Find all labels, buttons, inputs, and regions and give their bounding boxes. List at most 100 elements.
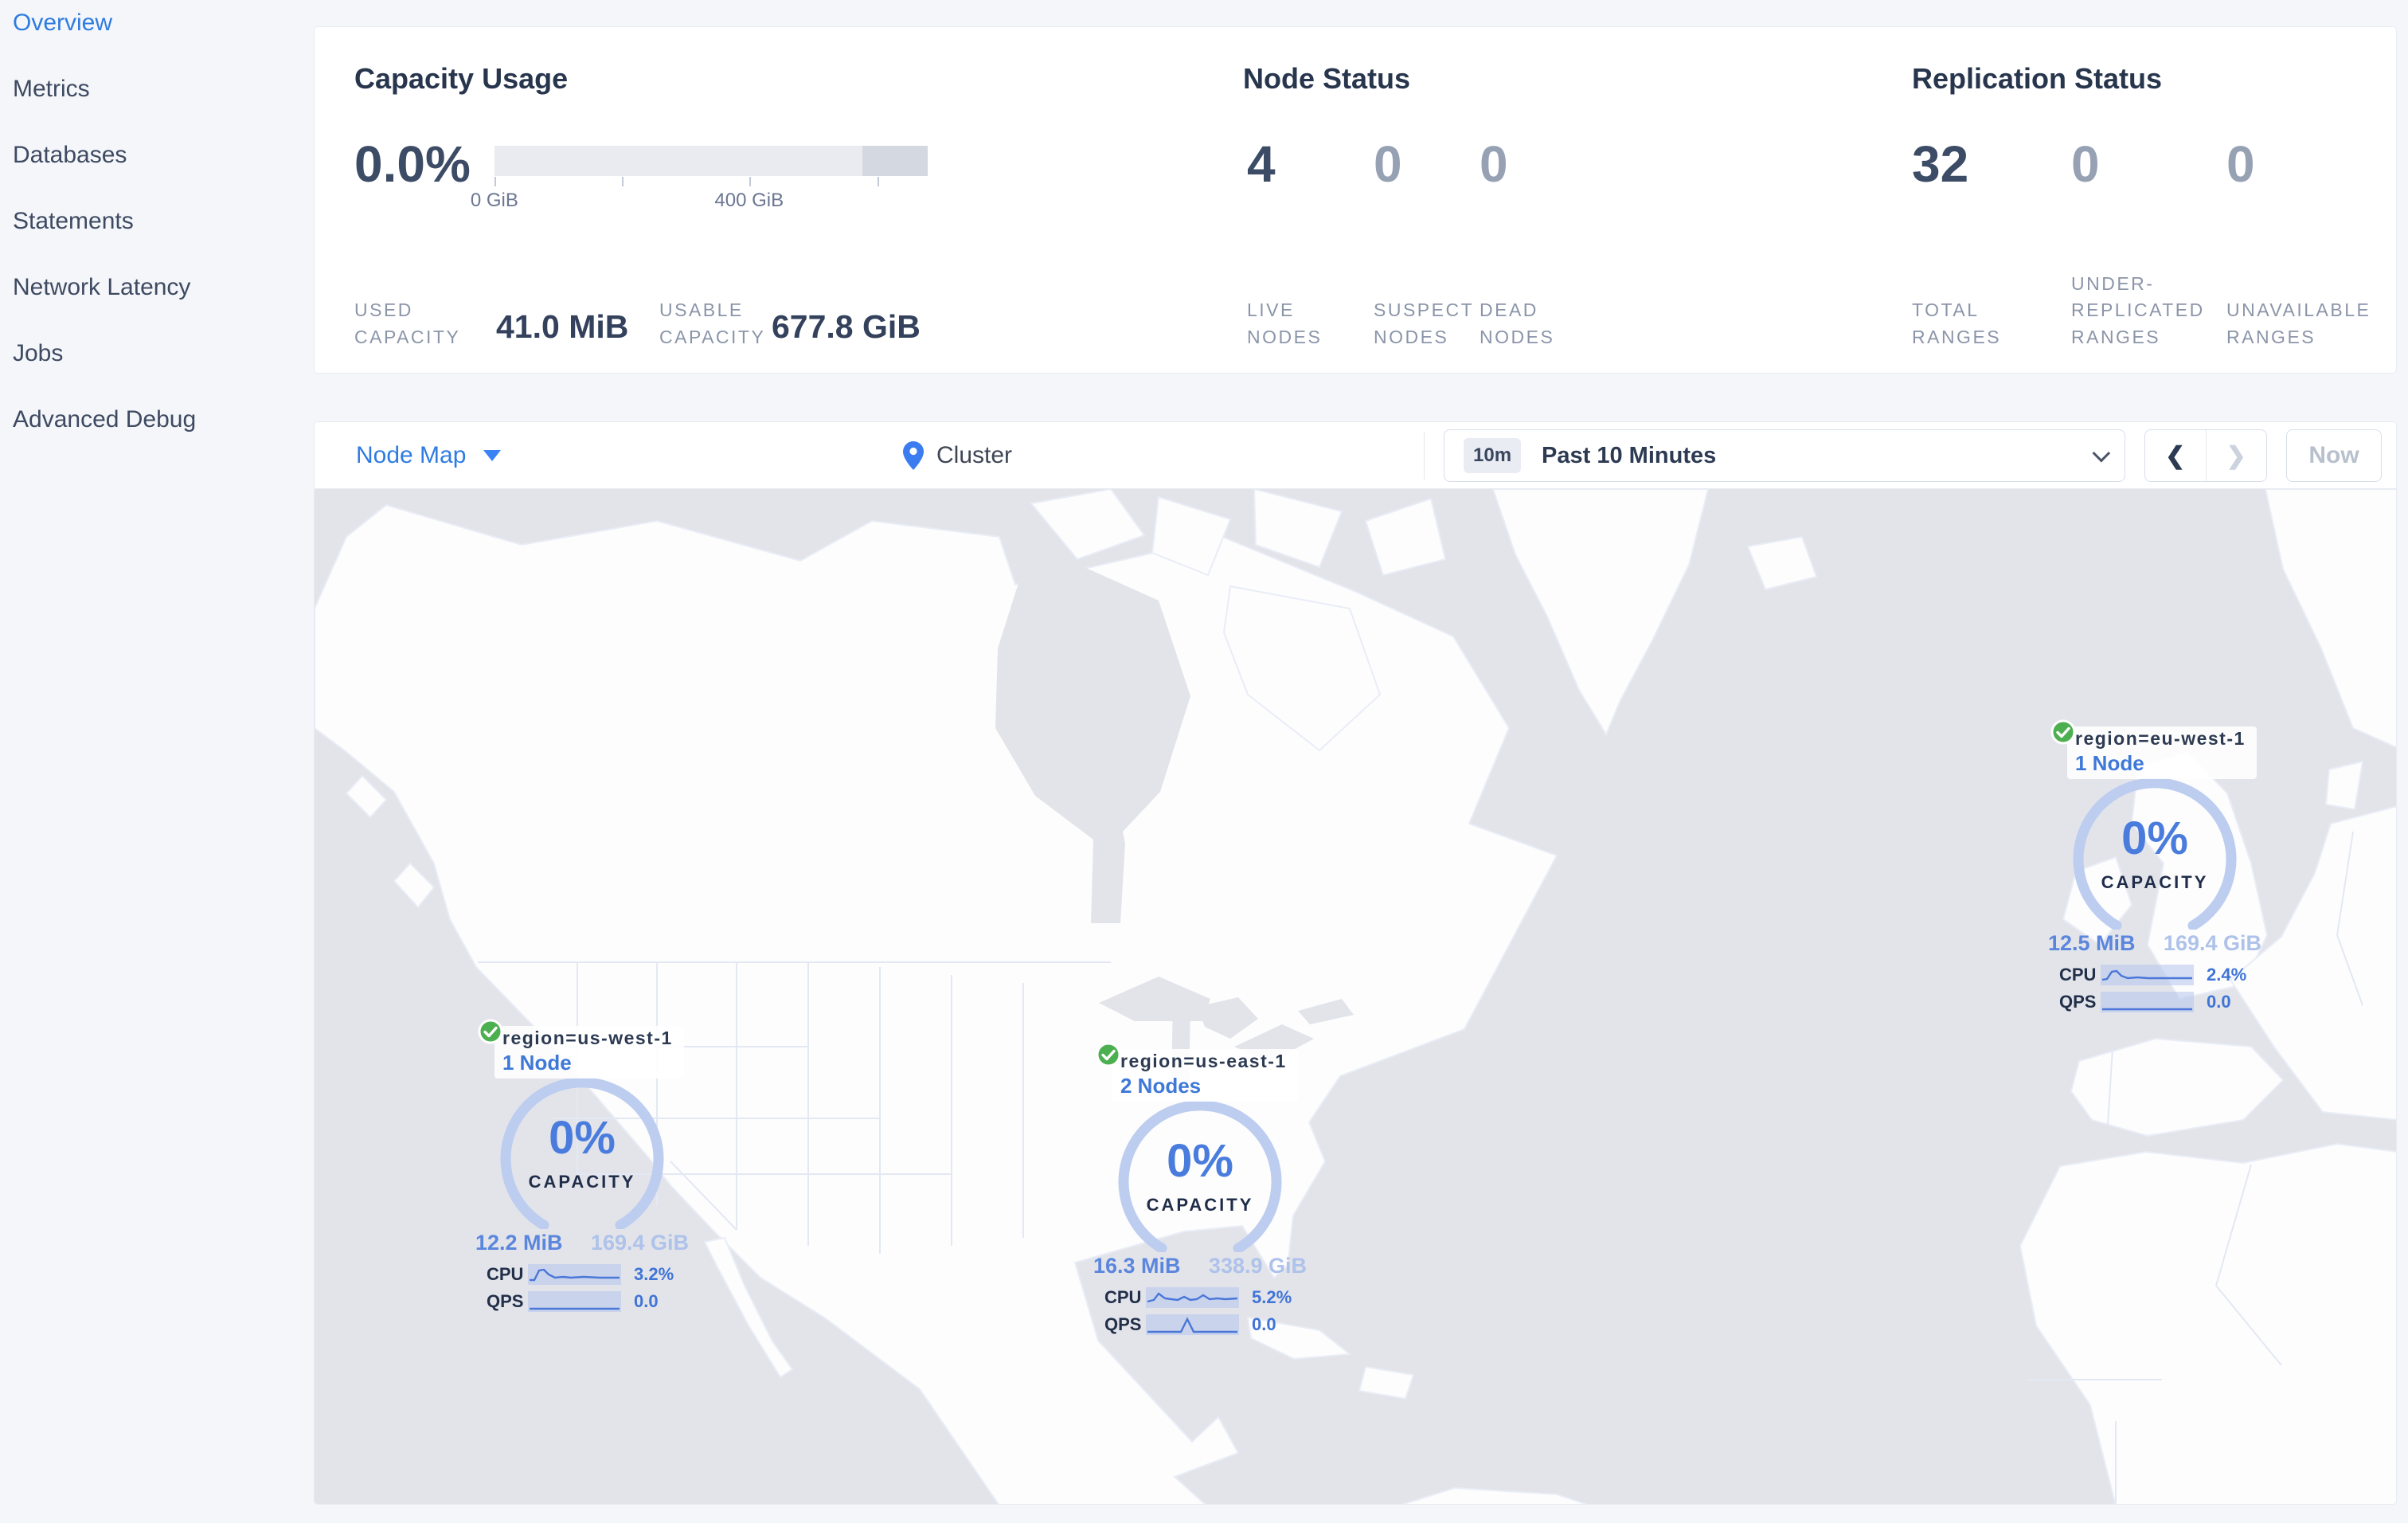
sidebar-item-metrics[interactable]: Metrics <box>13 76 90 102</box>
qps-sparkline <box>528 1291 621 1312</box>
region-used-capacity: 12.2 MiB <box>475 1231 563 1255</box>
region-name[interactable]: region=us-west-1 <box>502 1028 673 1048</box>
qps-label: QPS <box>1104 1314 1142 1334</box>
breadcrumb[interactable]: Cluster <box>903 422 1012 489</box>
time-step-buttons: ❮ ❯ <box>2144 429 2267 482</box>
time-back-button[interactable]: ❮ <box>2145 430 2207 481</box>
suspect-nodes-label: SUSPECT NODES <box>1374 300 1474 347</box>
region-name[interactable]: region=eu-west-1 <box>2075 728 2246 749</box>
healthy-check-icon <box>478 1019 503 1044</box>
sidebar-item-overview[interactable]: Overview <box>13 10 113 36</box>
cpu-label: CPU <box>2059 965 2097 985</box>
cpu-sparkline <box>2101 965 2194 985</box>
gauge-capacity-label: CAPACITY <box>528 1172 636 1192</box>
now-button[interactable]: Now <box>2286 429 2382 482</box>
dead-nodes-stat: 0 DEAD NODES <box>1480 139 1599 350</box>
region-usable-capacity: 338.9 GiB <box>1208 1254 1307 1278</box>
toolbar-divider <box>1424 432 1425 480</box>
time-forward-button[interactable]: ❯ <box>2226 442 2246 469</box>
region-node-count[interactable]: 1 Node <box>502 1051 572 1075</box>
capacity-bar-ticks <box>494 176 928 187</box>
cpu-sparkline <box>528 1264 621 1285</box>
breadcrumb-label: Cluster <box>936 442 1013 468</box>
suspect-nodes-stat: 0 SUSPECT NODES <box>1374 139 1493 350</box>
sidebar-item-network-latency[interactable]: Network Latency <box>13 274 191 300</box>
qps-value: 0.0 <box>1252 1314 1276 1334</box>
chevron-down-icon <box>483 450 502 461</box>
node-map-card: Node Map Cluster 10m Past 10 Minutes ❮ ❯… <box>314 421 2397 1505</box>
usable-capacity-value: 677.8 GiB <box>772 308 921 345</box>
qps-metric-row: QPS 0.0 <box>487 1289 678 1314</box>
qps-label: QPS <box>487 1291 524 1311</box>
used-capacity-label: USED CAPACITY <box>354 300 461 347</box>
qps-value: 0.0 <box>634 1291 659 1311</box>
capacity-gauge: 0% CAPACITY <box>487 1077 678 1231</box>
map-pin-icon <box>903 441 924 470</box>
region-marker-eu-west-1[interactable]: region=eu-west-1 1 Node 0% CAPACITY 12.5… <box>2048 719 2261 1016</box>
time-range-badge: 10m <box>1464 438 1522 473</box>
gauge-percent: 0% <box>2121 812 2188 864</box>
suspect-nodes-count: 0 <box>1374 135 1402 193</box>
total-ranges-stat: 32 TOTAL RANGES <box>1912 139 2055 350</box>
cpu-value: 5.2% <box>1252 1287 1292 1307</box>
world-map[interactable]: region=us-west-1 1 Node 0% CAPACITY 12.2… <box>315 489 2396 1504</box>
under-replicated-ranges-stat: 0 UNDER-REPLICATED RANGES <box>2071 139 2238 350</box>
used-capacity-value: 41.0 MiB <box>496 308 629 345</box>
dead-nodes-count: 0 <box>1480 135 1508 193</box>
live-nodes-label: LIVE NODES <box>1247 300 1323 347</box>
capacity-used-percent: 0.0% <box>354 135 471 193</box>
region-marker-us-west-1[interactable]: region=us-west-1 1 Node 0% CAPACITY 12.2… <box>475 1019 689 1316</box>
qps-sparkline <box>2101 992 2194 1012</box>
node-status-title: Node Status <box>1243 62 1411 95</box>
qps-value: 0.0 <box>2207 992 2231 1012</box>
under-replicated-count: 0 <box>2071 135 2100 193</box>
total-ranges-count: 32 <box>1912 135 1969 193</box>
view-mode-dropdown[interactable]: Node Map <box>356 422 502 489</box>
usable-capacity-label: USABLE CAPACITY <box>659 300 766 347</box>
region-marker-us-east-1[interactable]: region=us-east-1 2 Nodes 0% CAPACITY 16.… <box>1093 1042 1307 1339</box>
unavailable-ranges-stat: 0 UNAVAILABLE RANGES <box>2226 139 2394 350</box>
sidebar-item-advanced-debug[interactable]: Advanced Debug <box>13 406 197 433</box>
unavailable-count: 0 <box>2226 135 2255 193</box>
region-name[interactable]: region=us-east-1 <box>1120 1051 1287 1071</box>
live-nodes-stat: 4 LIVE NODES <box>1247 139 1366 350</box>
world-map-svg <box>315 489 2396 1504</box>
cpu-metric-row: CPU 3.2% <box>487 1262 678 1287</box>
capacity-usage-gauge: 0.0% 0 GiB 400 GiB <box>354 139 928 213</box>
time-range-dropdown[interactable]: 10m Past 10 Minutes <box>1444 429 2125 482</box>
qps-label: QPS <box>2059 992 2097 1012</box>
live-nodes-count: 4 <box>1247 135 1276 193</box>
cpu-value: 3.2% <box>634 1264 674 1284</box>
cpu-label: CPU <box>487 1264 524 1284</box>
capacity-arc <box>500 1077 664 1231</box>
sidebar-item-databases[interactable]: Databases <box>13 142 127 168</box>
gauge-percent: 0% <box>1167 1135 1233 1187</box>
region-usable-capacity: 169.4 GiB <box>2163 931 2261 955</box>
gauge-capacity-label: CAPACITY <box>2101 872 2209 892</box>
region-node-count[interactable]: 2 Nodes <box>1120 1074 1202 1098</box>
capacity-bar-other-segment <box>862 146 928 176</box>
under-replicated-label: UNDER-REPLICATED RANGES <box>2071 272 2205 347</box>
cpu-metric-row: CPU 5.2% <box>1104 1285 1296 1310</box>
qps-sparkline <box>1146 1314 1239 1335</box>
total-ranges-label: TOTAL RANGES <box>1912 300 2002 347</box>
healthy-check-icon <box>2050 719 2076 745</box>
sidebar-item-statements[interactable]: Statements <box>13 208 134 234</box>
capacity-arc <box>1118 1100 1282 1254</box>
cpu-sparkline <box>1146 1287 1239 1308</box>
capacity-usage-title: Capacity Usage <box>354 62 569 95</box>
sidebar-item-jobs[interactable]: Jobs <box>13 340 64 366</box>
cpu-metric-row: CPU 2.4% <box>2059 962 2250 988</box>
region-used-capacity: 12.5 MiB <box>2048 931 2136 955</box>
qps-metric-row: QPS 0.0 <box>1104 1312 1296 1337</box>
capacity-gauge: 0% CAPACITY <box>2059 777 2250 931</box>
replication-status-title: Replication Status <box>1912 62 2163 95</box>
region-node-count[interactable]: 1 Node <box>2075 751 2144 775</box>
chevron-down-icon <box>2092 444 2111 463</box>
capacity-gauge: 0% CAPACITY <box>1104 1100 1296 1254</box>
gauge-capacity-label: CAPACITY <box>1146 1195 1254 1215</box>
cpu-value: 2.4% <box>2207 965 2247 985</box>
unavailable-label: UNAVAILABLE RANGES <box>2226 300 2371 347</box>
sidebar: Overview Metrics Databases Statements Ne… <box>0 0 314 1523</box>
time-range-label: Past 10 Minutes <box>1542 442 1717 468</box>
